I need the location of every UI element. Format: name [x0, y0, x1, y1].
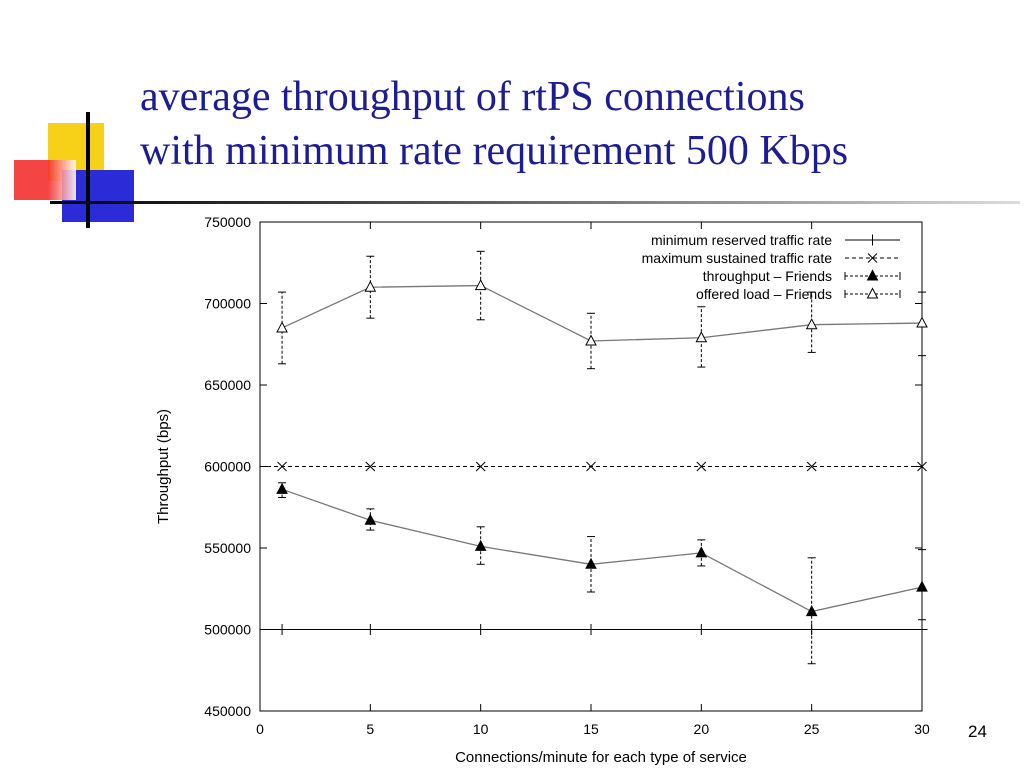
data-point — [585, 334, 597, 346]
y-tick-label: 600000 — [204, 459, 251, 475]
data-point — [474, 278, 487, 291]
series-2 — [276, 482, 928, 665]
series-1 — [260, 461, 927, 472]
legend-entry-label: minimum reserved traffic rate — [651, 232, 832, 248]
y-tick-label: 500000 — [204, 622, 251, 638]
y-tick-label: 700000 — [204, 296, 251, 312]
slide-title-line-1: average throughput of rtPS connections — [140, 74, 805, 120]
slide-title: average throughput of rtPS connections w… — [140, 70, 1020, 178]
data-point — [475, 461, 486, 472]
y-axis-label: Throughput (bps) — [155, 409, 172, 524]
data-point — [475, 624, 487, 635]
decor-vertical-rule — [86, 112, 90, 228]
data-point — [365, 461, 376, 472]
series-0 — [260, 624, 928, 635]
x-tick-label: 20 — [694, 721, 710, 737]
decor-horizontal-rule — [50, 201, 1020, 204]
data-point — [474, 539, 487, 551]
data-point — [916, 316, 928, 328]
legend-entry-marker — [866, 269, 879, 281]
data-point — [916, 624, 928, 635]
legend-entry-marker — [866, 287, 879, 299]
data-point — [276, 624, 288, 635]
x-tick-label: 5 — [366, 721, 374, 737]
series-3 — [276, 250, 928, 370]
data-point — [364, 280, 377, 292]
legend-entry-marker — [867, 234, 878, 246]
legend-entry-label: throughput – Friends — [703, 268, 832, 284]
decor-red-square — [14, 160, 76, 200]
series-line — [281, 488, 923, 613]
y-tick-label: 650000 — [204, 377, 251, 393]
data-point — [805, 318, 818, 330]
y-tick-label: 550000 — [204, 540, 251, 556]
data-point — [917, 461, 927, 472]
legend-entry-label: maximum sustained traffic rate — [642, 250, 833, 266]
x-tick-label: 15 — [583, 721, 599, 737]
y-tick-label: 450000 — [204, 703, 251, 719]
x-tick-label: 30 — [914, 721, 930, 737]
data-point — [695, 624, 707, 635]
slide-number: 24 — [968, 722, 987, 741]
x-tick-label: 10 — [473, 721, 489, 737]
data-point — [586, 461, 596, 472]
data-point — [585, 624, 597, 635]
legend: minimum reserved traffic rate maximum sus… — [642, 232, 901, 302]
data-point — [364, 624, 376, 635]
data-point — [277, 461, 287, 472]
data-point — [695, 546, 708, 558]
data-point — [916, 580, 928, 592]
data-point — [806, 461, 817, 472]
data-point — [276, 482, 288, 494]
legend-entry-label: offered load – Friends — [696, 286, 832, 302]
x-tick-label: 0 — [256, 721, 264, 737]
legend-entry-marker — [867, 253, 878, 263]
data-point — [585, 557, 597, 569]
x-axis-label: Connections/minute for each type of serv… — [455, 749, 747, 766]
y-tick-label: 750000 — [204, 214, 251, 230]
x-tick-label: 25 — [804, 721, 820, 737]
data-point — [805, 604, 818, 617]
data-point — [695, 331, 708, 343]
data-point — [364, 513, 377, 525]
data-point — [696, 461, 707, 472]
data-point — [276, 321, 288, 333]
slide-title-line-2: with minimum rate requirement 500 Kbps — [140, 128, 849, 174]
